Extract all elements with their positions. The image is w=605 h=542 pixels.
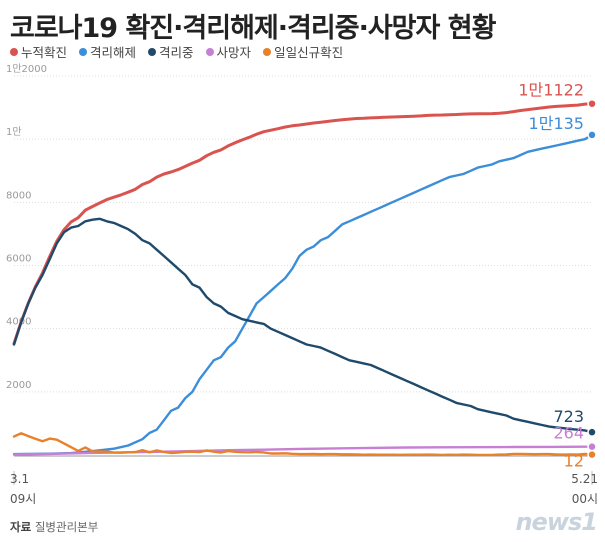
legend-label: 격리해제 <box>90 45 137 60</box>
series-line <box>12 432 594 457</box>
y-tick-label: 1만 <box>6 126 22 138</box>
legend-label: 누적확진 <box>21 45 68 60</box>
source-note: 자료 질병관리본부 <box>10 519 98 535</box>
legend-dot-icon <box>10 47 18 56</box>
y-tick-label: 4000 <box>6 317 31 328</box>
legend: 누적확진 격리해제 격리중 사망자 일일신규확진 <box>10 42 343 61</box>
series-line <box>12 102 594 346</box>
series-line <box>12 217 594 434</box>
y-tick-label: 6000 <box>6 254 31 265</box>
legend-dot-icon <box>263 47 272 56</box>
legend-item: 격리중 <box>148 42 194 61</box>
legend-label: 격리중 <box>159 45 194 60</box>
legend-item: 누적확진 <box>10 42 67 61</box>
series-end-label: 1만1122 <box>518 81 584 100</box>
source-label: 자료 <box>10 520 32 534</box>
legend-item: 격리해제 <box>79 42 136 61</box>
series-end-point <box>587 130 597 140</box>
series-end-label: 723 <box>553 407 584 426</box>
series-end-point <box>587 427 597 437</box>
x-tick-label: 5.21 <box>571 472 598 486</box>
news1-logo: news1 <box>515 508 598 536</box>
x-tick-label: 3.1 <box>10 472 29 486</box>
y-tick-label: 8000 <box>6 190 31 201</box>
legend-dot-icon <box>205 47 214 56</box>
series-end-label: 264 <box>553 424 584 443</box>
legend-item: 사망자 <box>205 42 252 61</box>
legend-item: 일일신규확진 <box>263 42 343 61</box>
legend-label: 사망자 <box>216 45 252 60</box>
series-end-label: 1만135 <box>529 114 584 133</box>
x-tick-label: 00시 <box>572 492 598 506</box>
x-tick-label: 09시 <box>10 492 36 506</box>
series-end-point <box>587 98 597 109</box>
legend-label: 일일신규확진 <box>274 45 344 60</box>
y-tick-label: 2000 <box>6 380 31 391</box>
series-line <box>12 133 594 456</box>
y-tick-label: 1만2000 <box>6 63 47 75</box>
source-text: 질병관리본부 <box>34 520 99 534</box>
legend-dot-icon <box>79 47 88 56</box>
chart-title: 코로나19 확진·격리해제·격리중·사망자 현황 <box>10 13 496 44</box>
series-end-point <box>587 449 597 460</box>
series-end-point <box>587 441 597 452</box>
series-end-label: 12 <box>564 452 584 471</box>
legend-dot-icon <box>148 47 157 56</box>
